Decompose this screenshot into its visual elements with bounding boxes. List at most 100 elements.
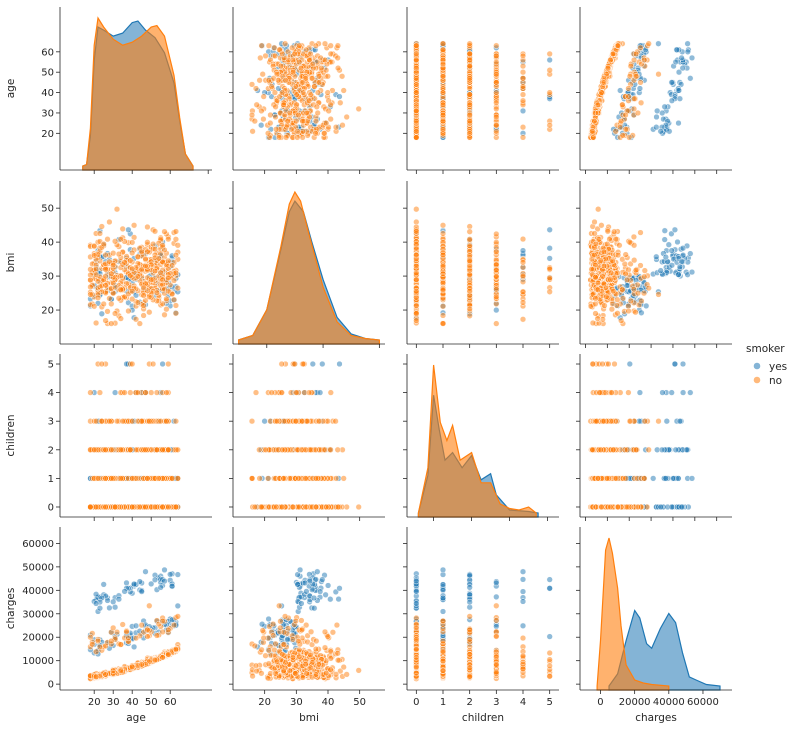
- y-tick-label: 20: [41, 306, 54, 317]
- point-no: [165, 257, 172, 265]
- point-yes: [258, 122, 265, 129]
- point-no: [151, 245, 159, 253]
- point-no: [493, 286, 500, 293]
- point-no: [303, 46, 310, 53]
- point-no: [315, 79, 323, 86]
- point-no: [332, 475, 340, 482]
- point-no: [439, 40, 447, 47]
- point-no: [466, 91, 473, 98]
- point-no: [295, 475, 302, 482]
- point-no: [631, 95, 638, 102]
- point-no: [110, 279, 117, 287]
- point-no: [466, 242, 473, 249]
- point-yes: [309, 360, 316, 368]
- point-no: [315, 418, 323, 425]
- point-no: [622, 251, 629, 258]
- point-no: [121, 259, 128, 266]
- point-no: [312, 42, 320, 49]
- point-no: [264, 130, 272, 137]
- point-no: [117, 446, 124, 453]
- point-no: [102, 475, 109, 482]
- point-no: [282, 77, 289, 84]
- point-no: [637, 44, 644, 51]
- point-no: [608, 389, 615, 396]
- point-no: [275, 77, 282, 84]
- point-no: [413, 240, 420, 248]
- point-no: [108, 270, 115, 277]
- point-no: [327, 389, 334, 396]
- point-no: [102, 251, 109, 259]
- point-no: [641, 273, 648, 280]
- point-no: [140, 312, 147, 319]
- point-no: [619, 132, 626, 139]
- point-no: [493, 128, 500, 135]
- point-no: [589, 319, 597, 327]
- point-no: [292, 418, 300, 425]
- point-no: [413, 128, 420, 135]
- point-no: [299, 89, 307, 96]
- point-yes: [671, 360, 679, 368]
- point-no: [614, 296, 621, 303]
- point-no: [305, 97, 313, 104]
- point-no: [87, 283, 94, 291]
- point-no: [619, 101, 626, 108]
- point-no: [249, 128, 256, 135]
- y-tick-label: 20: [41, 129, 54, 140]
- point-no: [546, 67, 553, 74]
- y-tick-label: 30: [41, 108, 54, 119]
- point-no: [280, 418, 288, 425]
- panel-children-vs-bmi: [229, 354, 385, 521]
- point-no: [291, 50, 298, 58]
- point-yes: [657, 128, 664, 135]
- point-no: [117, 286, 124, 293]
- point-no: [248, 111, 256, 119]
- point-no: [630, 56, 638, 64]
- point-no: [645, 40, 652, 47]
- point-no: [253, 101, 260, 108]
- point-no: [546, 89, 553, 96]
- point-no: [493, 293, 500, 300]
- point-no: [108, 475, 115, 482]
- point-yes: [676, 263, 684, 270]
- point-no: [165, 503, 172, 511]
- point-no: [119, 418, 126, 425]
- point-yes: [336, 93, 343, 100]
- point-no: [519, 288, 527, 295]
- point-no: [268, 83, 275, 90]
- point-yes: [546, 226, 553, 233]
- point-no: [251, 117, 258, 125]
- point-no: [439, 89, 447, 96]
- point-no: [94, 294, 102, 301]
- point-no: [622, 126, 629, 133]
- point-no: [174, 284, 181, 292]
- point-no: [163, 418, 170, 425]
- point-no: [129, 288, 136, 295]
- point-no: [439, 312, 447, 319]
- point-no: [134, 253, 142, 260]
- point-no: [439, 320, 447, 327]
- point-yes: [676, 95, 684, 102]
- point-yes: [316, 389, 324, 396]
- point-yes: [663, 418, 670, 425]
- point-yes: [675, 475, 682, 482]
- point-yes: [671, 226, 679, 233]
- point-no: [273, 418, 281, 425]
- point-yes: [688, 54, 696, 62]
- point-yes: [684, 48, 691, 55]
- point-no: [174, 475, 181, 482]
- y-tick-label: 2: [48, 445, 54, 456]
- point-yes: [636, 389, 644, 396]
- point-no: [413, 64, 420, 72]
- point-no: [87, 389, 94, 396]
- point-no: [288, 126, 295, 133]
- point-no: [100, 240, 107, 248]
- point-no: [622, 111, 629, 119]
- point-no: [632, 309, 639, 316]
- point-yes: [626, 360, 633, 368]
- point-no: [108, 446, 115, 453]
- point-no: [466, 228, 473, 235]
- point-yes: [668, 262, 676, 269]
- point-no: [466, 117, 473, 125]
- point-no: [127, 446, 134, 453]
